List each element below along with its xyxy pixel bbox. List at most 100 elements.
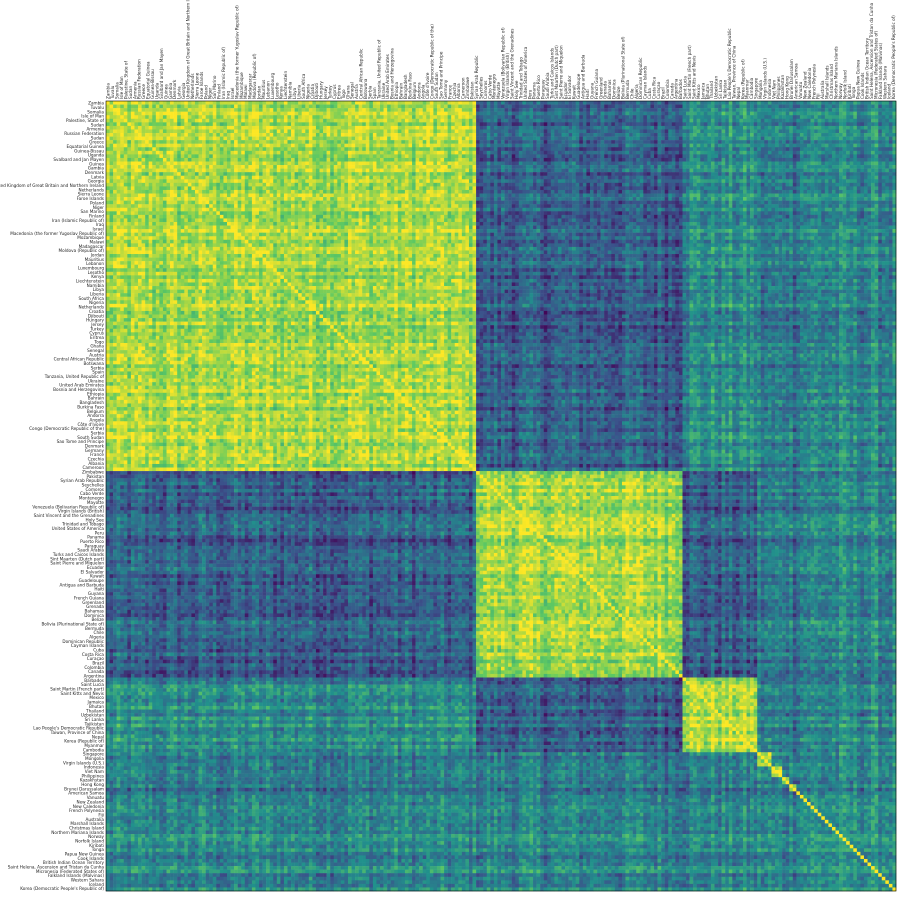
heatmap-cell xyxy=(184,126,188,130)
heatmap-cell xyxy=(355,126,359,130)
heatmap-cell xyxy=(825,122,829,126)
heatmap-cell xyxy=(448,129,452,133)
heatmap-cell xyxy=(273,108,277,112)
heatmap-cell xyxy=(522,105,526,109)
heatmap-cell xyxy=(145,129,149,133)
heatmap-cell xyxy=(700,115,704,119)
heatmap-cell xyxy=(441,122,445,126)
heatmap-cell xyxy=(373,108,377,112)
heatmap-cell xyxy=(320,108,324,112)
heatmap-cell xyxy=(583,122,587,126)
heatmap-cell xyxy=(490,105,494,109)
heatmap-cell xyxy=(241,108,245,112)
heatmap-cell xyxy=(142,119,146,123)
heatmap-cell xyxy=(775,112,779,116)
heatmap-cell xyxy=(184,115,188,119)
heatmap-cell xyxy=(430,122,434,126)
heatmap-cell xyxy=(490,101,494,105)
heatmap-cell xyxy=(551,133,555,137)
heatmap-cell xyxy=(875,101,879,105)
heatmap-cell xyxy=(159,115,163,119)
heatmap-cell xyxy=(818,112,822,116)
heatmap-cell xyxy=(408,126,412,130)
heatmap-cell xyxy=(348,122,352,126)
heatmap-cell xyxy=(522,122,526,126)
heatmap-cell xyxy=(718,129,722,133)
heatmap-cell xyxy=(853,122,857,126)
heatmap-cell xyxy=(718,101,722,105)
heatmap-cell xyxy=(142,122,146,126)
heatmap-cell xyxy=(202,101,206,105)
heatmap-cell xyxy=(814,105,818,109)
heatmap-cell xyxy=(426,129,430,133)
heatmap-cell xyxy=(142,133,146,137)
heatmap-cell xyxy=(266,105,270,109)
heatmap-cell xyxy=(850,112,854,116)
heatmap-cell xyxy=(836,122,840,126)
heatmap-cell xyxy=(512,112,516,116)
heatmap-cell xyxy=(152,101,156,105)
heatmap-cell xyxy=(156,119,160,123)
heatmap-cell xyxy=(117,122,121,126)
heatmap-cell xyxy=(800,122,804,126)
heatmap-cell xyxy=(423,133,427,137)
heatmap-cell xyxy=(715,115,719,119)
heatmap-cell xyxy=(515,119,519,123)
heatmap-cell xyxy=(444,101,448,105)
heatmap-cell xyxy=(732,101,736,105)
heatmap-cell xyxy=(127,101,131,105)
heatmap-cell xyxy=(679,129,683,133)
heatmap-cell xyxy=(255,101,259,105)
heatmap-cell xyxy=(352,133,356,137)
heatmap-cell xyxy=(337,115,341,119)
heatmap-cell xyxy=(544,115,548,119)
heatmap-cell xyxy=(668,115,672,119)
heatmap-cell xyxy=(302,105,306,109)
heatmap-cell xyxy=(597,105,601,109)
heatmap-cell xyxy=(661,115,665,119)
heatmap-cell xyxy=(540,101,544,105)
heatmap-cell xyxy=(259,112,263,116)
heatmap-cell xyxy=(302,122,306,126)
heatmap-cell xyxy=(811,112,815,116)
heatmap-cell xyxy=(729,108,733,112)
heatmap-cell xyxy=(231,112,235,116)
heatmap-cell xyxy=(622,122,626,126)
heatmap-cell xyxy=(270,115,274,119)
heatmap-cell xyxy=(298,105,302,109)
heatmap-cell xyxy=(177,112,181,116)
heatmap-cell xyxy=(636,133,640,137)
heatmap-cell xyxy=(380,133,384,137)
heatmap-cell xyxy=(359,122,363,126)
heatmap-cell xyxy=(117,129,121,133)
heatmap-cell xyxy=(494,101,498,105)
heatmap-cell xyxy=(882,119,886,123)
heatmap-cell xyxy=(857,101,861,105)
heatmap-cell xyxy=(640,129,644,133)
heatmap-cell xyxy=(868,129,872,133)
heatmap-cell xyxy=(868,101,872,105)
heatmap-cell xyxy=(323,119,327,123)
heatmap-cell xyxy=(618,119,622,123)
heatmap-cell xyxy=(223,115,227,119)
heatmap-cell xyxy=(796,105,800,109)
heatmap-cell xyxy=(177,105,181,109)
heatmap-cell xyxy=(216,119,220,123)
heatmap-cell xyxy=(476,122,480,126)
heatmap-cell xyxy=(366,115,370,119)
heatmap-cell xyxy=(843,119,847,123)
heatmap-cell xyxy=(633,115,637,119)
heatmap-cell xyxy=(220,101,224,105)
heatmap-cell xyxy=(184,108,188,112)
heatmap-cell xyxy=(216,126,220,130)
heatmap-cell xyxy=(444,133,448,137)
heatmap-cell xyxy=(654,126,658,130)
heatmap-cell xyxy=(633,105,637,109)
heatmap-cell xyxy=(423,101,427,105)
heatmap-cell xyxy=(554,133,558,137)
heatmap-cell xyxy=(252,119,256,123)
heatmap-cell xyxy=(113,119,117,123)
heatmap-cell xyxy=(722,108,726,112)
heatmap-cell xyxy=(373,129,377,133)
heatmap-cell xyxy=(686,119,690,123)
